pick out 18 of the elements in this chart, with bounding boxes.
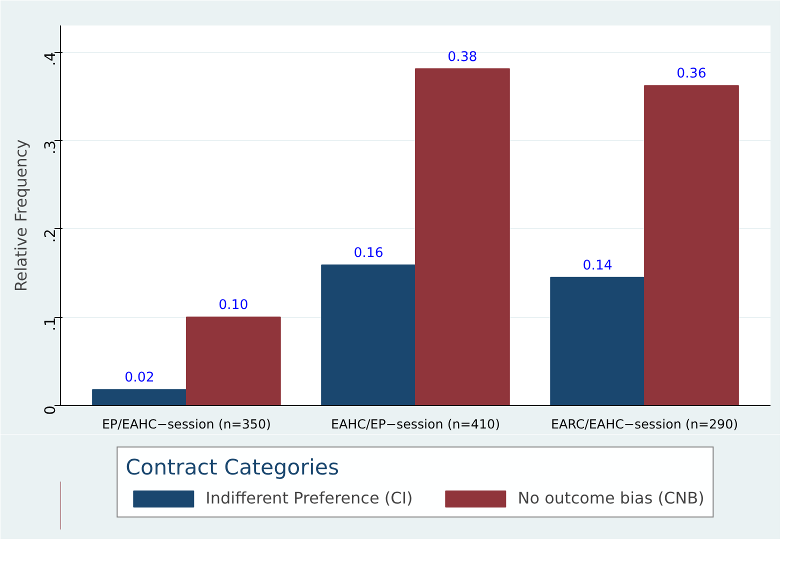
y-tick-label: 0: [42, 405, 59, 415]
y-axis-title: Relative Frequency: [12, 139, 30, 292]
data-label: 0.36: [676, 66, 706, 82]
y-tick-label: .4: [42, 52, 59, 66]
legend-label: No outcome bias (CNB): [518, 488, 704, 508]
data-label: 0.16: [354, 246, 384, 261]
x-tick-label: EAHC/EP−session (n=410): [330, 416, 500, 432]
legend-title: Contract Categories: [126, 455, 340, 480]
x-tick-label: EP/EAHC−session (n=350): [102, 416, 271, 432]
data-label: 0.10: [218, 298, 248, 314]
data-label: 0.14: [582, 258, 612, 274]
y-tick-label: .3: [42, 140, 59, 154]
data-label: 0.02: [124, 370, 154, 386]
x-tick-label: EARC/EAHC−session (n=290): [551, 416, 738, 432]
data-label: 0.38: [448, 50, 478, 65]
y-tick-label: .2: [42, 228, 59, 243]
y-tick-label: .1: [42, 317, 59, 332]
legend-label: Indifferent Preference (CI): [206, 488, 413, 508]
